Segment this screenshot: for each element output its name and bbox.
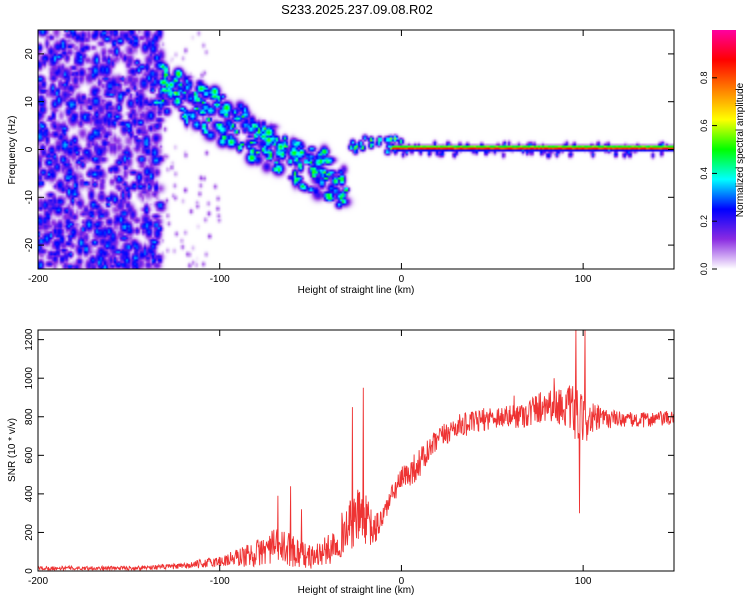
- colorbar: 0.0 0.2 0.4 0.6 0.8 Normalized spectral ampl…: [699, 30, 746, 275]
- spectrogram-heatmap: [38, 30, 674, 269]
- snr-y-tick-label: 1000: [24, 367, 35, 390]
- snr-y-tick-label: 800: [24, 408, 35, 425]
- spectrogram-x-tick-label: -200: [28, 274, 48, 285]
- snr-x-tick-label: -100: [210, 576, 230, 587]
- spectrogram-x-tick-label: -100: [210, 274, 230, 285]
- snr-y-tick-label: 400: [24, 485, 35, 502]
- colorbar-label: Normalized spectral amplitude: [735, 82, 746, 217]
- colorbar-tick-label: 0.8: [699, 72, 709, 85]
- colorbar-tick-label: 0.0: [699, 263, 709, 276]
- spectrogram-x-tick-label: 100: [575, 274, 592, 285]
- colorbar-gradient: [712, 30, 736, 269]
- spectrogram-y-tick-label: 20: [24, 48, 35, 60]
- colorbar-tick-label: 0.2: [699, 215, 709, 228]
- snr-x-tick-label: 0: [399, 576, 405, 587]
- snr-y-tick-label: 600: [24, 447, 35, 464]
- snr-x-tick-label: 100: [575, 576, 592, 587]
- snr-frame: [37, 329, 675, 572]
- page-title: S233.2025.237.09.08.R02: [281, 2, 433, 17]
- spectrogram-x-tick-label: 0: [399, 274, 405, 285]
- snr-panel: -200 -100 0 100 0 200 400 600 800 1000 1200 Heigh…: [7, 328, 675, 596]
- spectrogram-y-tick-label: -10: [24, 190, 35, 205]
- colorbar-tick-label: 0.4: [699, 167, 709, 180]
- snr-y-ticks: 0 200 400 600 800 1000 1200: [24, 328, 674, 574]
- spectrogram-y-ticks: -20 -10 0 10 20: [24, 48, 674, 252]
- colorbar-ticks: 0.0 0.2 0.4 0.6 0.8: [699, 72, 717, 276]
- spectrogram-x-label: Height of straight line (km): [298, 285, 415, 296]
- spectrogram-y-tick-label: 0: [24, 146, 35, 152]
- snr-x-label: Height of straight line (km): [298, 585, 415, 596]
- spectrogram-y-tick-label: 10: [24, 96, 35, 108]
- spectrogram-y-tick-label: -20: [24, 237, 35, 252]
- snr-series-line: [38, 330, 674, 571]
- colorbar-tick-label: 0.6: [699, 119, 709, 132]
- snr-y-tick-label: 200: [24, 524, 35, 541]
- snr-y-tick-label: 0: [24, 568, 35, 574]
- snr-y-label: SNR (10 * v/v): [7, 418, 18, 482]
- snr-x-tick-label: -200: [28, 576, 48, 587]
- snr-y-tick-label: 1200: [24, 328, 35, 351]
- snr-x-ticks: -200 -100 0 100: [28, 330, 592, 587]
- spectrogram-y-label: Frequency (Hz): [7, 116, 18, 185]
- spectrogram-x-ticks: -200 -100 0 100: [28, 30, 592, 285]
